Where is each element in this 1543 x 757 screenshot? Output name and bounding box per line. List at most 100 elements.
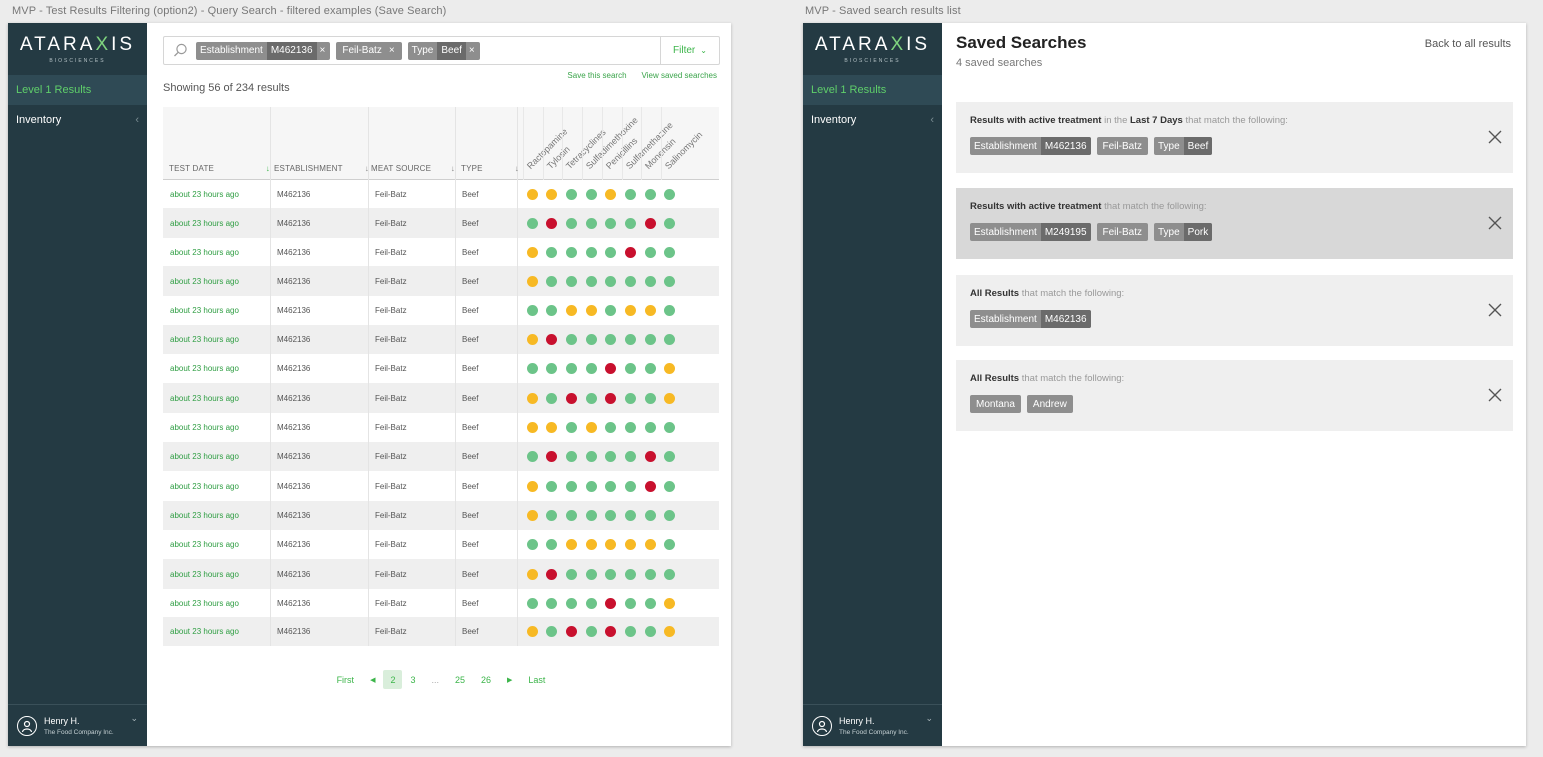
user-menu[interactable]: Henry H. The Food Company Inc. ⌄ bbox=[8, 704, 147, 746]
result-dot[interactable] bbox=[526, 275, 538, 287]
result-dot[interactable] bbox=[526, 217, 538, 229]
result-dot[interactable] bbox=[546, 305, 558, 316]
column-header[interactable]: Type ↓ bbox=[461, 164, 519, 173]
sidebar-item-inventory[interactable]: Inventory ‹ bbox=[8, 105, 147, 135]
close-icon[interactable] bbox=[1488, 216, 1502, 230]
table-row[interactable]: about 23 hours ago M462136 Feil-Batz Beef bbox=[163, 501, 719, 530]
result-dot[interactable] bbox=[664, 392, 676, 404]
close-icon[interactable]: × bbox=[319, 45, 326, 56]
result-dot[interactable] bbox=[605, 392, 617, 404]
sort-arrow-icon[interactable]: ↓ bbox=[364, 164, 369, 173]
result-dot[interactable] bbox=[565, 275, 577, 287]
table-row[interactable]: about 23 hours ago M462136 Feil-Batz Beef bbox=[163, 238, 719, 266]
result-dot[interactable] bbox=[605, 363, 617, 374]
filter-chip[interactable]: Type Beef × bbox=[407, 41, 480, 60]
result-dot[interactable] bbox=[565, 539, 577, 550]
result-dot[interactable] bbox=[526, 334, 538, 345]
result-dot[interactable] bbox=[605, 568, 617, 580]
table-row[interactable]: about 23 hours ago M462136 Feil-Batz Beef bbox=[163, 617, 719, 646]
result-dot[interactable] bbox=[625, 480, 636, 492]
result-dot[interactable] bbox=[526, 539, 538, 550]
save-search-link[interactable]: Save this search bbox=[567, 71, 627, 80]
result-dot[interactable] bbox=[605, 539, 617, 550]
table-row[interactable]: about 23 hours ago M462136 Feil-Batz Beef bbox=[163, 471, 719, 501]
result-dot[interactable] bbox=[565, 597, 577, 609]
result-dot[interactable] bbox=[605, 334, 617, 345]
sidebar-item-level1-results[interactable]: Level 1 Results bbox=[803, 75, 942, 105]
result-dot[interactable] bbox=[585, 246, 597, 258]
result-dot[interactable] bbox=[664, 305, 676, 316]
saved-search-card[interactable]: Results with active treatment that match… bbox=[956, 188, 1513, 259]
test-date[interactable]: about 23 hours ago bbox=[170, 276, 239, 286]
test-date[interactable]: about 23 hours ago bbox=[170, 452, 239, 461]
result-dot[interactable] bbox=[565, 246, 577, 258]
result-dot[interactable] bbox=[664, 597, 676, 609]
result-dot[interactable] bbox=[585, 217, 597, 229]
result-dot[interactable] bbox=[526, 480, 538, 492]
table-row[interactable]: about 23 hours ago M462136 Feil-Batz Beef bbox=[163, 354, 719, 383]
result-dot[interactable] bbox=[644, 217, 656, 229]
pager-next-icon[interactable]: ▶ bbox=[507, 676, 513, 684]
result-dot[interactable] bbox=[585, 422, 597, 433]
result-dot[interactable] bbox=[625, 217, 636, 229]
table-row[interactable]: about 23 hours ago M462136 Feil-Batz Beef bbox=[163, 589, 719, 617]
result-dot[interactable] bbox=[565, 480, 577, 492]
test-date[interactable]: about 23 hours ago bbox=[170, 423, 239, 432]
result-dot[interactable] bbox=[664, 217, 676, 229]
result-dot[interactable] bbox=[625, 392, 636, 404]
pager-last[interactable]: Last bbox=[528, 674, 546, 685]
result-dot[interactable] bbox=[565, 188, 577, 200]
table-row[interactable]: about 23 hours ago M462136 Feil-Batz Beef bbox=[163, 442, 719, 471]
column-header[interactable]: Meat Source ↓ bbox=[371, 164, 455, 173]
result-dot[interactable] bbox=[526, 188, 538, 200]
result-dot[interactable] bbox=[664, 246, 676, 258]
result-dot[interactable] bbox=[644, 539, 656, 550]
table-row[interactable]: about 23 hours ago M462136 Feil-Batz Beef bbox=[163, 530, 719, 559]
result-dot[interactable] bbox=[644, 305, 656, 316]
result-dot[interactable] bbox=[565, 510, 577, 521]
result-dot[interactable] bbox=[585, 626, 597, 637]
result-dot[interactable] bbox=[526, 363, 538, 374]
chevron-down-icon[interactable]: ⌄ bbox=[130, 713, 138, 723]
result-dot[interactable] bbox=[625, 363, 636, 374]
result-dot[interactable] bbox=[605, 305, 617, 316]
result-dot[interactable] bbox=[546, 188, 558, 200]
pager-prev-icon[interactable]: ◀ bbox=[370, 676, 376, 684]
result-dot[interactable] bbox=[585, 188, 597, 200]
result-dot[interactable] bbox=[546, 626, 558, 637]
result-dot[interactable] bbox=[605, 217, 617, 229]
table-row[interactable]: about 23 hours ago M462136 Feil-Batz Beef bbox=[163, 383, 719, 413]
table-row[interactable]: about 23 hours ago M462136 Feil-Batz Beef bbox=[163, 559, 719, 589]
test-date[interactable]: about 23 hours ago bbox=[170, 627, 239, 636]
test-date[interactable]: about 23 hours ago bbox=[170, 393, 239, 403]
saved-search-card[interactable]: Results with active treatment in the Las… bbox=[956, 102, 1513, 173]
result-dot[interactable] bbox=[644, 422, 656, 433]
result-dot[interactable] bbox=[625, 422, 636, 433]
result-dot[interactable] bbox=[625, 539, 636, 550]
sort-arrow-icon[interactable]: ↓ bbox=[450, 164, 455, 173]
result-dot[interactable] bbox=[546, 568, 558, 580]
result-dot[interactable] bbox=[585, 539, 597, 550]
result-dot[interactable] bbox=[644, 246, 656, 258]
test-date[interactable]: about 23 hours ago bbox=[170, 598, 239, 608]
result-dot[interactable] bbox=[526, 597, 538, 609]
result-dot[interactable] bbox=[565, 217, 577, 229]
result-dot[interactable] bbox=[644, 451, 656, 462]
result-dot[interactable] bbox=[546, 597, 558, 609]
test-date[interactable]: about 23 hours ago bbox=[170, 364, 239, 373]
test-date[interactable]: about 23 hours ago bbox=[170, 540, 239, 549]
test-date[interactable]: about 23 hours ago bbox=[170, 247, 239, 257]
result-dot[interactable] bbox=[625, 568, 636, 580]
result-dot[interactable] bbox=[664, 510, 676, 521]
table-row[interactable]: about 23 hours ago M462136 Feil-Batz Beef bbox=[163, 208, 719, 238]
result-dot[interactable] bbox=[585, 451, 597, 462]
result-dot[interactable] bbox=[546, 246, 558, 258]
result-dot[interactable] bbox=[546, 510, 558, 521]
pager-page[interactable]: 26 bbox=[481, 674, 492, 685]
result-dot[interactable] bbox=[664, 334, 676, 345]
result-dot[interactable] bbox=[605, 275, 617, 287]
filter-button[interactable]: Filter ⌄ bbox=[660, 37, 719, 64]
result-dot[interactable] bbox=[546, 422, 558, 433]
result-dot[interactable] bbox=[546, 392, 558, 404]
test-date[interactable]: about 23 hours ago bbox=[170, 569, 239, 579]
